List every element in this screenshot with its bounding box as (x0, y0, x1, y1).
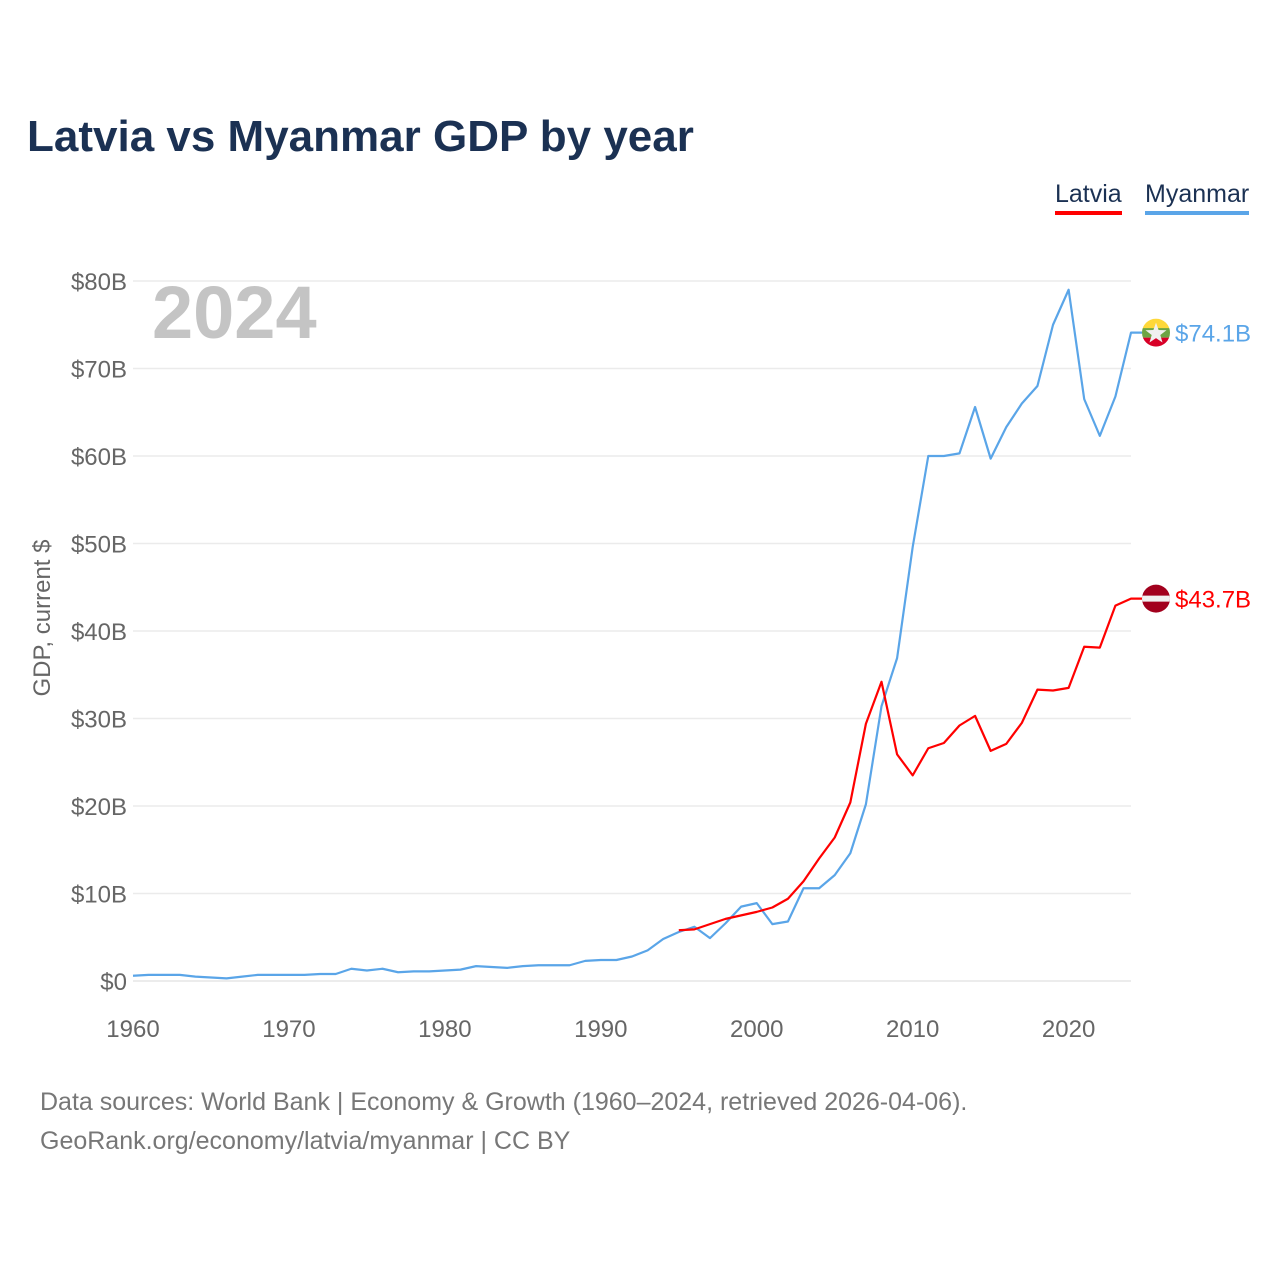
myanmar-flag-icon (1142, 318, 1170, 347)
data-source-text: Data sources: World Bank | Economy & Gro… (40, 1088, 968, 1116)
footer: Data sources: World Bank | Economy & Gro… (40, 1083, 967, 1161)
x-tick-label: 2020 (1042, 1016, 1095, 1043)
source-link[interactable]: GeoRank.org/economy/latvia/myanmar | CC … (40, 1127, 571, 1155)
y-tick-label: $20B (71, 794, 127, 821)
latvia-flag-icon (1142, 584, 1170, 613)
series-line-myanmar (132, 288, 1142, 980)
y-tick-label: $30B (71, 707, 127, 734)
legend-item-latvia[interactable]: Latvia (1055, 180, 1122, 215)
y-tick-label: $10B (71, 882, 127, 909)
x-tick-label: 1960 (106, 1016, 159, 1043)
chart-title: Latvia vs Myanmar GDP by year (27, 112, 694, 161)
x-tick-label: 1980 (418, 1016, 471, 1043)
flag-stripe (1142, 595, 1170, 602)
x-tick-label: 1990 (574, 1016, 627, 1043)
y-tick-label: $80B (71, 269, 127, 296)
flag-star (1145, 322, 1167, 343)
x-tick-label: 2010 (886, 1016, 939, 1043)
year-label: 2024 (152, 271, 317, 354)
series-line-latvia (678, 597, 1142, 932)
y-tick-label: $50B (71, 532, 127, 559)
y-axis-label: GDP, current $ (29, 540, 56, 697)
x-tick-label: 2000 (730, 1016, 783, 1043)
legend-item-myanmar[interactable]: Myanmar (1145, 180, 1250, 215)
y-tick-label: $70B (71, 357, 127, 384)
end-value-label-latvia: $43.7B (1175, 587, 1251, 614)
y-tick-label: $0 (100, 969, 127, 996)
y-tick-label: $60B (71, 444, 127, 471)
flag-stripe (1142, 337, 1170, 347)
x-tick-label: 1970 (262, 1016, 315, 1043)
end-value-label-myanmar: $74.1B (1175, 321, 1251, 348)
y-tick-label: $40B (71, 619, 127, 646)
